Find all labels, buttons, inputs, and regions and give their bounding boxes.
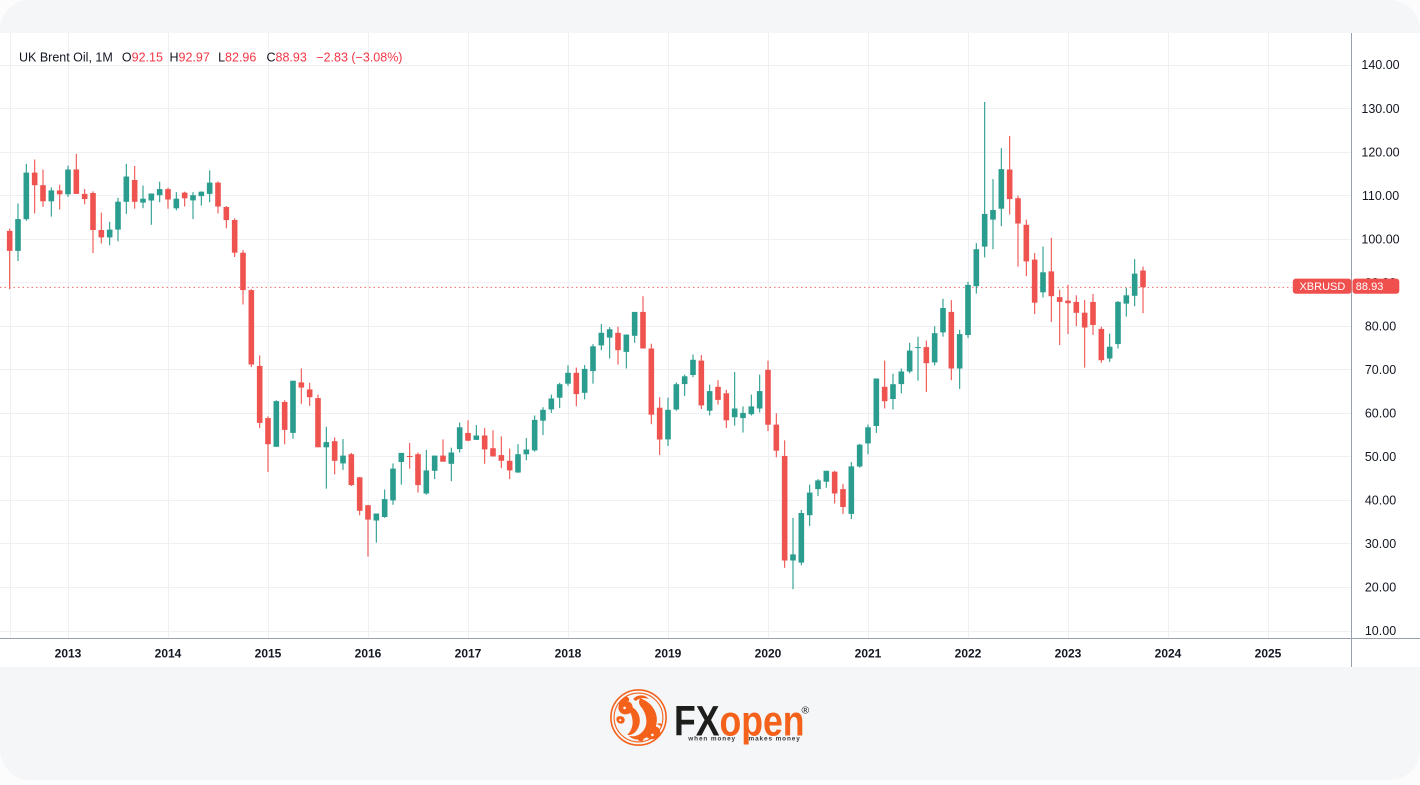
svg-text:C88.93: C88.93	[267, 51, 307, 65]
svg-text:XBRUSD: XBRUSD	[1299, 281, 1345, 293]
svg-text:FXopen: FXopen	[674, 699, 805, 746]
svg-text:2015: 2015	[255, 647, 282, 661]
svg-text:60.00: 60.00	[1365, 407, 1396, 421]
svg-text:L82.96: L82.96	[218, 51, 256, 65]
svg-text:H92.97: H92.97	[170, 51, 210, 65]
svg-text:80.00: 80.00	[1365, 319, 1396, 333]
svg-text:2021: 2021	[855, 647, 882, 661]
svg-text:2024: 2024	[1155, 647, 1182, 661]
svg-text:2017: 2017	[455, 647, 482, 661]
svg-text:120.00: 120.00	[1361, 145, 1399, 159]
svg-text:30.00: 30.00	[1365, 537, 1396, 551]
svg-text:O92.15: O92.15	[122, 51, 163, 65]
svg-text:®: ®	[802, 705, 810, 717]
svg-text:2016: 2016	[355, 647, 382, 661]
svg-text:110.00: 110.00	[1362, 189, 1399, 203]
svg-text:88.93: 88.93	[1356, 281, 1384, 293]
svg-text:130.00: 130.00	[1361, 102, 1399, 116]
svg-text:100.00: 100.00	[1361, 232, 1399, 246]
svg-text:2018: 2018	[555, 647, 582, 661]
svg-text:40.00: 40.00	[1365, 494, 1396, 508]
svg-text:−2.83 (−3.08%): −2.83 (−3.08%)	[316, 51, 402, 65]
svg-text:50.00: 50.00	[1365, 450, 1396, 464]
svg-text:10.00: 10.00	[1365, 624, 1396, 638]
svg-text:20.00: 20.00	[1365, 581, 1396, 595]
svg-text:2022: 2022	[955, 647, 982, 661]
svg-text:140.00: 140.00	[1361, 58, 1399, 72]
svg-text:2020: 2020	[755, 647, 782, 661]
svg-text:makes money: makes money	[749, 735, 801, 742]
svg-text:2013: 2013	[55, 647, 82, 661]
svg-text:70.00: 70.00	[1365, 363, 1396, 377]
svg-text:when money: when money	[687, 735, 736, 742]
svg-text:2019: 2019	[655, 647, 682, 661]
svg-text:2023: 2023	[1055, 647, 1082, 661]
svg-text:UK Brent Oil, 1M: UK Brent Oil, 1M	[19, 51, 113, 65]
svg-text:2025: 2025	[1255, 647, 1282, 661]
svg-text:2014: 2014	[155, 647, 182, 661]
